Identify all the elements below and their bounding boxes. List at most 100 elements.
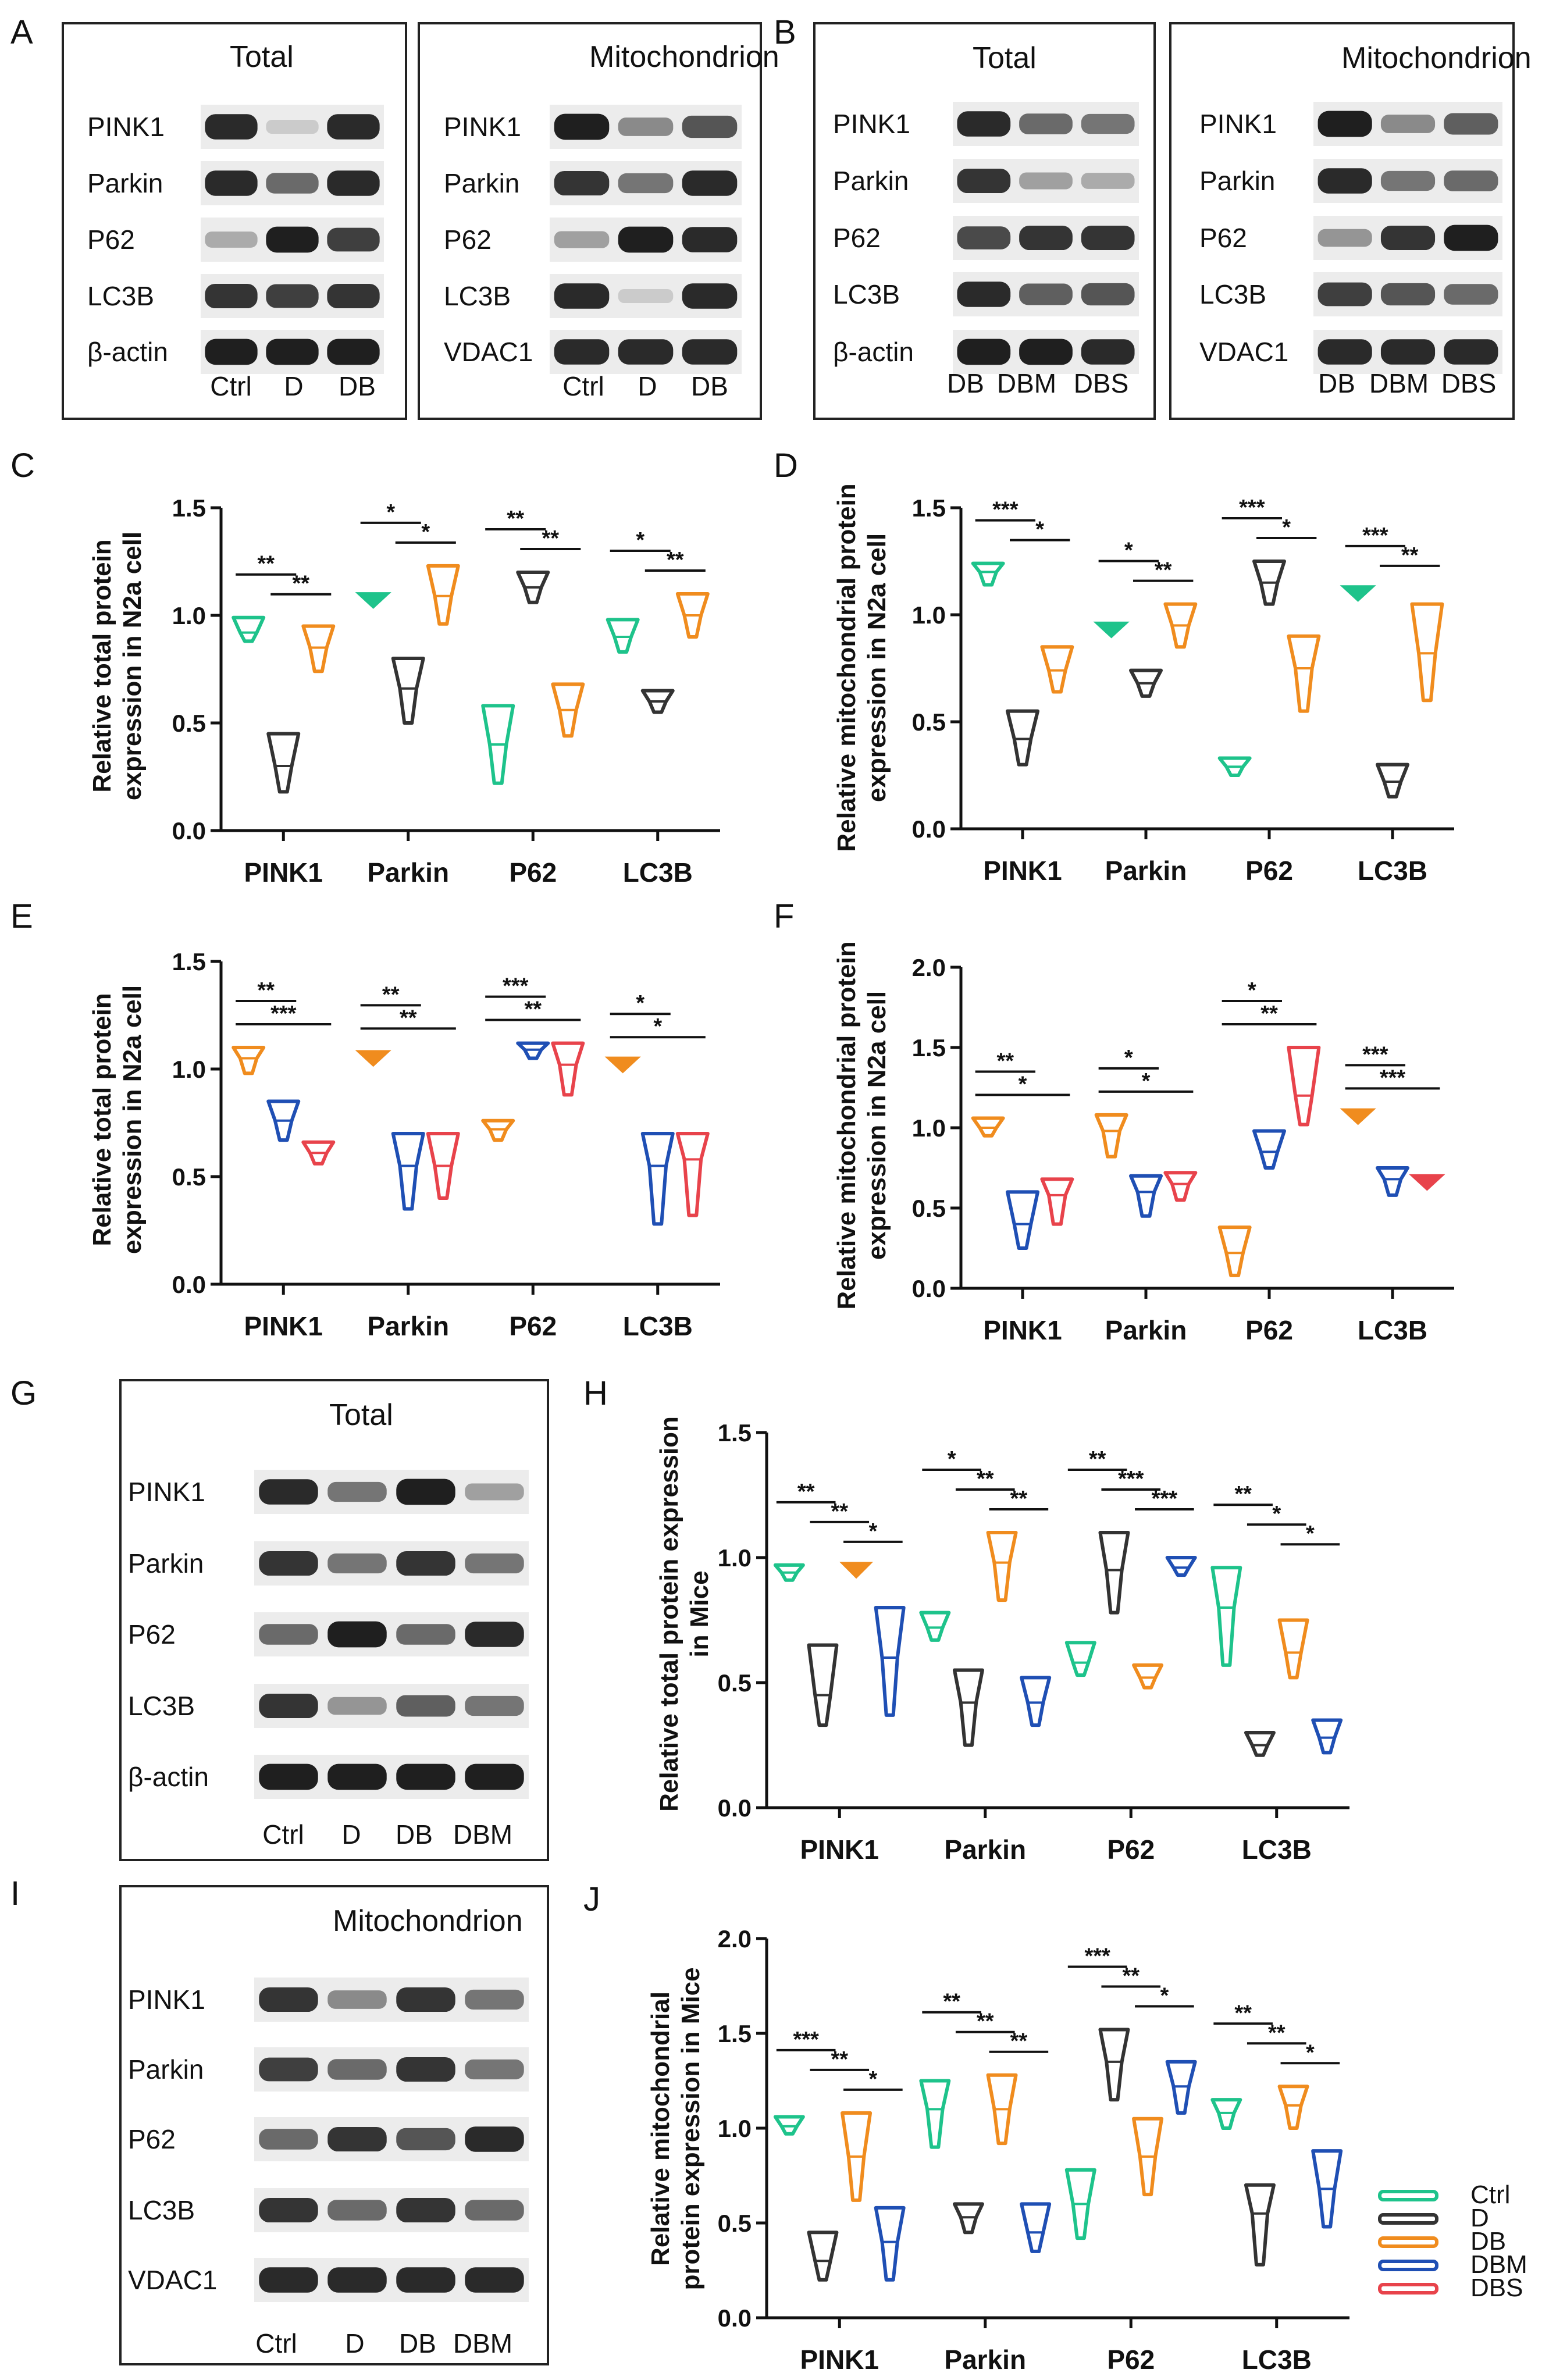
blot-band-p62-ctrl <box>259 1624 318 1645</box>
blot-row-label-p62: P62 <box>1199 223 1247 253</box>
y-tick-label: 1.0 <box>912 1114 946 1142</box>
legend-swatch-d <box>1378 2213 1438 2225</box>
y-tick-label: 0.5 <box>718 2210 752 2237</box>
blot-band-lc3b-d <box>618 289 674 303</box>
blot-title: Total <box>329 1398 393 1432</box>
blot-lane-label-db: DB <box>691 371 728 401</box>
blot-row-label-p62: P62 <box>128 2124 176 2154</box>
blot-lane-label-db: DB <box>396 1819 433 1850</box>
blot-lane-label-d: D <box>638 371 657 401</box>
category-label-p62: P62 <box>1245 856 1293 886</box>
blot-frame <box>119 1885 549 2365</box>
western-blot-i-mitochondrion: I Mitochondrion PINK1 Parkin P62 LC3B VDAC1 Ctr… <box>10 1875 549 2365</box>
y-tick-label: 1.0 <box>718 1544 752 1572</box>
blot-row-label-beta-actin: β-actin <box>833 337 914 367</box>
category-label-pink1: PINK1 <box>983 1315 1062 1345</box>
blot-band-vdac1-d <box>618 339 674 365</box>
violin-lc3b-dbm <box>1311 1718 1343 1755</box>
y-tick-label: 2.0 <box>718 1925 752 1953</box>
significance-label: * <box>653 1014 662 1039</box>
significance-label: ** <box>1010 1487 1028 1511</box>
violin-pink1-db <box>232 1046 266 1075</box>
significance-label: * <box>868 1519 877 1544</box>
y-axis-label: Relative mitochondrial proteinexpression… <box>832 483 891 851</box>
significance-label: * <box>636 991 644 1016</box>
blot-band-parkin-db <box>396 1551 455 1576</box>
y-axis-label: Relative total proteinexpression in N2a … <box>88 532 147 800</box>
blot-band-parkin-ctrl <box>554 170 610 196</box>
violin-p62-dbm <box>1165 1556 1197 1577</box>
panel-label: I <box>10 1875 20 1912</box>
blot-band-parkin-ctrl <box>259 1551 318 1576</box>
category-label-parkin: Parkin <box>1105 1315 1187 1345</box>
significance-label: ** <box>831 1499 848 1524</box>
blot-frame <box>1169 22 1515 420</box>
blot-band-pink1-db <box>396 1478 455 1505</box>
blot-band-p62-ctrl <box>205 231 258 248</box>
category-label-parkin: Parkin <box>944 2345 1026 2375</box>
y-axis-label: Relative total proteinexpression in N2a … <box>88 985 147 1254</box>
violin-lc3b-ctrl <box>1210 1566 1242 1667</box>
category-label-lc3b: LC3B <box>1242 2345 1312 2375</box>
violin-lc3b-dbs <box>1409 1174 1445 1191</box>
violin-pink1-d <box>266 732 301 794</box>
violin-lc3b-d <box>1244 1731 1276 1757</box>
legend-label-d: D <box>1470 2204 1489 2232</box>
chart-f: F 0.0 0.5 1.0 1.5 2.0 Relative mitochondrial p… <box>774 897 1454 1345</box>
blot-band-lc3b-dbm <box>1019 283 1073 305</box>
blot-band-p62-db <box>327 227 380 252</box>
y-tick-label: 1.5 <box>172 494 206 522</box>
blot-band-p62-db <box>396 2128 455 2151</box>
y-axis-label-line: Relative total protein expression <box>655 1416 683 1812</box>
violin-parkin-dbm <box>391 1132 425 1211</box>
significance-label: * <box>948 1447 956 1472</box>
violin-parkin-db <box>355 1050 391 1067</box>
blot-band-lc3b-db <box>1317 282 1372 307</box>
blot-band-lc3b-d <box>266 284 319 308</box>
blot-band-parkin-dbm <box>1380 170 1436 191</box>
violin-parkin-dbm <box>1020 2202 1052 2253</box>
y-axis-label-line: in Mice <box>685 1570 714 1657</box>
violin-pink1-dbm <box>1006 1190 1039 1250</box>
blot-band-beta-actin-d <box>327 1763 387 1790</box>
blot-band-pink1-ctrl <box>554 113 610 140</box>
y-axis-label-line: Relative mitochondrial protein <box>832 941 861 1309</box>
y-tick-label: 0.5 <box>912 708 946 736</box>
blot-band-pink1-ctrl <box>259 1479 318 1505</box>
significance-label: ** <box>257 978 275 1003</box>
blot-band-parkin-db <box>327 170 380 196</box>
panel-label: F <box>774 897 794 935</box>
y-axis-label: Relative total protein expressionin Mice <box>655 1416 714 1812</box>
violin-lc3b-db <box>604 1056 641 1074</box>
blot-band-parkin-ctrl <box>205 170 258 196</box>
y-tick-label: 0.0 <box>912 815 946 843</box>
chart-c: C 0.0 0.5 1.0 1.5 Relative total proteinexpre… <box>10 447 720 888</box>
blot-lane-label-db: DB <box>947 368 984 398</box>
y-axis-label-line: Relative mitochondrial protein <box>832 483 861 851</box>
category-label-lc3b: LC3B <box>623 1311 693 1341</box>
y-axis-label: Relative mitochondrialprotein expression… <box>646 1967 705 2290</box>
blot-band-pink1-dbs <box>1081 113 1135 134</box>
blot-row-label-pink1: PINK1 <box>444 112 521 142</box>
blot-band-parkin-dbm <box>1019 172 1073 190</box>
violin-parkin-ctrl <box>1093 621 1130 639</box>
blot-band-lc3b-db <box>396 2197 455 2223</box>
significance-label: * <box>1019 1072 1027 1096</box>
blot-band-lc3b-ctrl <box>259 2197 318 2223</box>
significance-label: *** <box>1362 523 1388 548</box>
blot-row-label-parkin: Parkin <box>444 168 519 198</box>
blot-row-label-parkin: Parkin <box>128 2054 204 2085</box>
violin-p62-db <box>1217 1225 1252 1277</box>
significance-label: ** <box>1234 2001 1252 2025</box>
blot-title: Total <box>230 40 294 74</box>
y-tick-label: 1.5 <box>912 1034 946 1061</box>
violin-parkin-ctrl <box>919 1611 951 1642</box>
blot-frame <box>119 1379 549 1861</box>
significance-label: *** <box>992 498 1019 522</box>
blot-band-parkin-dbm <box>465 1553 524 1574</box>
blot-row-label-beta-actin: β-actin <box>87 337 168 367</box>
violin-pink1-dbm <box>874 1606 906 1717</box>
blot-band-lc3b-db <box>396 1695 455 1717</box>
